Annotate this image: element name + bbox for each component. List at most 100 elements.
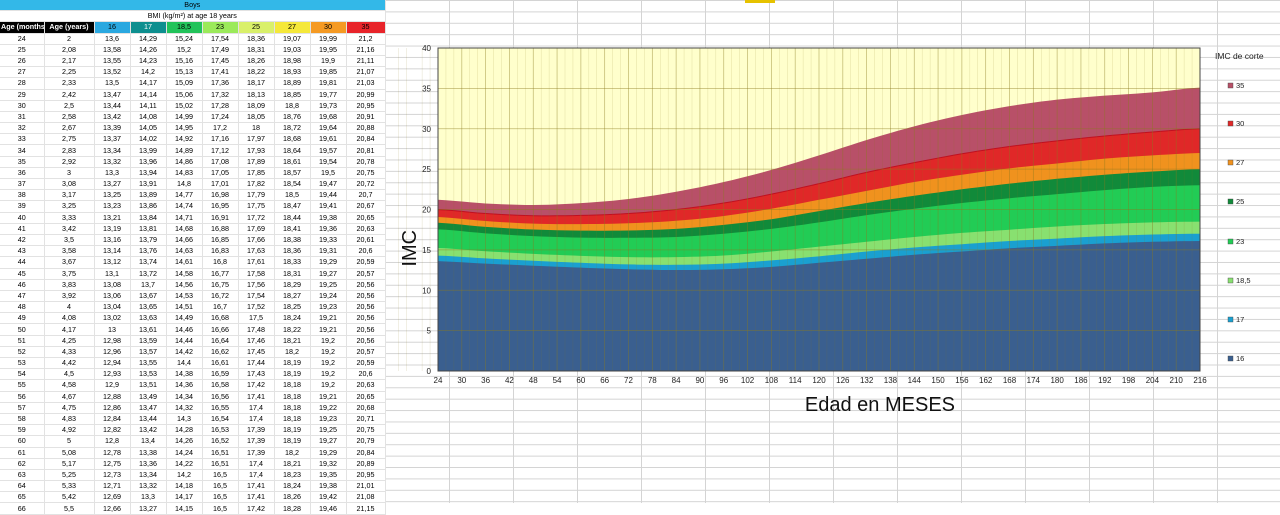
table-cell[interactable]: 18,09 (238, 100, 275, 112)
table-cell[interactable]: 18,36 (274, 245, 311, 258)
table-cell[interactable]: 2,42 (44, 89, 95, 101)
table-cell[interactable]: 3,42 (44, 223, 95, 235)
table-cell[interactable]: 20,95 (346, 469, 386, 482)
table-cell[interactable]: 31 (0, 111, 45, 124)
table-cell[interactable]: 3 (44, 167, 95, 180)
table-cell[interactable]: 13,52 (94, 66, 131, 79)
table-cell[interactable]: 13,53 (130, 368, 167, 381)
table-cell[interactable]: 17,41 (238, 391, 275, 403)
table-cell[interactable]: 17,4 (238, 458, 275, 470)
table-cell[interactable]: 3,83 (44, 279, 95, 291)
table-cell[interactable]: 19,73 (310, 100, 347, 112)
table-cell[interactable]: 17,41 (238, 480, 275, 493)
table-cell[interactable]: 2,25 (44, 66, 95, 79)
table-cell[interactable]: 18,23 (274, 469, 311, 482)
table-cell[interactable]: 16,98 (202, 189, 239, 202)
table-cell[interactable]: 14,22 (166, 458, 203, 470)
table-cell[interactable]: 17,41 (238, 491, 275, 504)
table-cell[interactable]: 15,13 (166, 66, 203, 79)
table-cell[interactable]: 17,5 (238, 312, 275, 325)
table-cell[interactable]: 12,71 (94, 480, 131, 493)
table-cell[interactable]: 17,52 (238, 301, 275, 314)
table-cell[interactable]: 14,26 (130, 44, 167, 56)
table-cell[interactable]: 19,38 (310, 480, 347, 493)
table-cell[interactable]: 19,25 (310, 424, 347, 437)
table-cell[interactable]: 18,26 (274, 491, 311, 504)
table-cell[interactable]: 14,92 (166, 133, 203, 146)
table-cell[interactable]: 13,86 (130, 200, 167, 213)
table-cell[interactable]: 17,93 (238, 144, 275, 157)
table-cell[interactable]: 48 (0, 301, 45, 314)
table-cell[interactable]: 58 (0, 413, 45, 426)
table-cell[interactable]: 20,78 (346, 156, 386, 168)
table-cell[interactable]: 17,58 (238, 268, 275, 280)
table-cell[interactable]: 17,4 (238, 402, 275, 414)
table-cell[interactable]: 19,29 (310, 256, 347, 269)
table-cell[interactable]: 13,4 (130, 435, 167, 448)
table-cell[interactable]: 19,2 (310, 335, 347, 347)
table-cell[interactable]: 20,84 (346, 447, 386, 459)
table-cell[interactable]: 20,89 (346, 458, 386, 470)
table-cell[interactable]: 18,85 (274, 89, 311, 101)
table-cell[interactable]: 18,18 (274, 413, 311, 426)
table-cell[interactable]: 18 (238, 122, 275, 135)
table-cell[interactable]: 13,37 (94, 133, 131, 146)
table-cell[interactable]: 4,83 (44, 413, 95, 426)
table-cell[interactable]: 60 (0, 435, 45, 448)
table-cell[interactable]: 3,92 (44, 290, 95, 303)
table-cell[interactable]: 13,51 (130, 379, 167, 392)
table-cell[interactable]: 16,66 (202, 323, 239, 336)
table-cell[interactable]: 13,55 (94, 55, 131, 68)
table-cell[interactable]: 17,16 (202, 133, 239, 146)
table-cell[interactable]: 19,57 (310, 144, 347, 157)
table-cell[interactable]: 16,59 (202, 368, 239, 381)
table-cell[interactable]: 12,82 (94, 424, 131, 437)
table-cell[interactable]: 3,08 (44, 178, 95, 191)
table-cell[interactable]: 13,47 (130, 402, 167, 414)
table-cell[interactable]: 16,5 (202, 491, 239, 504)
table-cell[interactable]: 19,07 (274, 33, 311, 45)
table-cell[interactable]: 13,47 (94, 89, 131, 101)
table-cell[interactable]: 3,17 (44, 189, 95, 202)
table-cell[interactable]: 17,05 (202, 167, 239, 180)
table-cell[interactable]: 14,44 (166, 335, 203, 347)
table-cell[interactable]: 17,54 (202, 33, 239, 45)
table-cell[interactable]: 17,63 (238, 245, 275, 258)
table-cell[interactable]: 18,24 (274, 312, 311, 325)
table-cell[interactable]: 13,7 (130, 279, 167, 291)
table-cell[interactable]: 19,95 (310, 44, 347, 56)
table-cell[interactable]: 14,8 (166, 178, 203, 191)
table-cell[interactable]: 18,61 (274, 156, 311, 168)
table-cell[interactable]: 13,16 (94, 234, 131, 247)
table-cell[interactable]: 14,99 (166, 111, 203, 124)
table-cell[interactable]: 13,63 (130, 312, 167, 325)
table-cell[interactable]: 19,29 (310, 447, 347, 459)
table-cell[interactable]: 17,49 (202, 44, 239, 56)
table-cell[interactable]: 18,33 (274, 256, 311, 269)
table-cell[interactable]: 13 (94, 323, 131, 336)
table-cell[interactable]: 12,73 (94, 469, 131, 482)
table-cell[interactable]: 18,44 (274, 212, 311, 224)
table-cell[interactable]: 20,56 (346, 312, 386, 325)
table-cell[interactable]: 13,61 (130, 323, 167, 336)
table-cell[interactable]: 19,85 (310, 66, 347, 79)
table-cell[interactable]: 16,91 (202, 212, 239, 224)
table-cell[interactable]: 21,08 (346, 491, 386, 504)
table-cell[interactable]: 13,58 (94, 44, 131, 56)
table-cell[interactable]: 16,5 (202, 469, 239, 482)
table-cell[interactable]: 18,2 (274, 447, 311, 459)
table-cell[interactable]: 4,08 (44, 312, 95, 325)
table-cell[interactable]: 14,66 (166, 234, 203, 247)
table-cell[interactable]: 17,79 (238, 189, 275, 202)
table-cell[interactable]: 17,45 (238, 346, 275, 359)
table-cell[interactable]: 13,89 (130, 189, 167, 202)
table-cell[interactable]: 5,42 (44, 491, 95, 504)
table-cell[interactable]: 17,48 (238, 323, 275, 336)
table-cell[interactable]: 17,28 (202, 100, 239, 112)
table-cell[interactable]: 18,18 (274, 379, 311, 392)
table-cell[interactable]: 14,77 (166, 189, 203, 202)
table-cell[interactable]: 20,56 (346, 290, 386, 303)
table-cell[interactable]: 16,77 (202, 268, 239, 280)
table-cell[interactable]: 19,41 (310, 200, 347, 213)
table-cell[interactable]: 16,58 (202, 379, 239, 392)
